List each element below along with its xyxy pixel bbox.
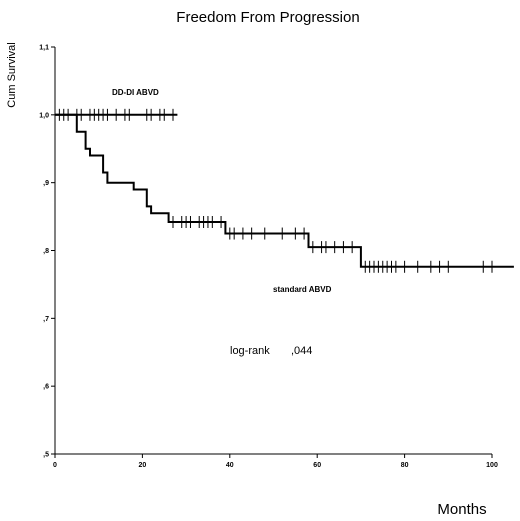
x-tick-label: 80 [401, 462, 409, 469]
x-tick-label: 100 [486, 462, 498, 469]
dd-di-abvd-annotation: DD-DI ABVD [112, 88, 159, 97]
series-layer [55, 108, 514, 273]
axes: 1,1 1,0 ,9 ,8 ,7 ,6 ,5 0 20 40 60 80 100 [39, 45, 498, 470]
y-tick-label: 1,1 [39, 45, 49, 52]
log-rank-value: ,044 [291, 345, 312, 357]
x-axis-label: Months [437, 501, 486, 518]
x-tick-label: 40 [226, 462, 234, 469]
chart-title: Freedom From Progression [176, 9, 359, 26]
y-tick-label: ,8 [43, 248, 49, 255]
y-tick-label: ,7 [43, 316, 49, 323]
y-tick-label: ,6 [43, 384, 49, 391]
survival-curve-standard-abvd [55, 113, 514, 268]
standard-abvd-annotation: standard ABVD [273, 285, 332, 294]
series-standard-abvd [55, 113, 514, 273]
y-tick-label: ,5 [43, 452, 49, 459]
y-axis-label: Cum Survival [6, 42, 18, 107]
y-tick-label: 1,0 [39, 112, 49, 119]
x-tick-label: 20 [139, 462, 147, 469]
x-tick-label: 0 [53, 462, 57, 469]
log-rank-label: log-rank [230, 345, 270, 357]
x-tick-label: 60 [313, 462, 321, 469]
y-tick-label: ,9 [43, 180, 49, 187]
